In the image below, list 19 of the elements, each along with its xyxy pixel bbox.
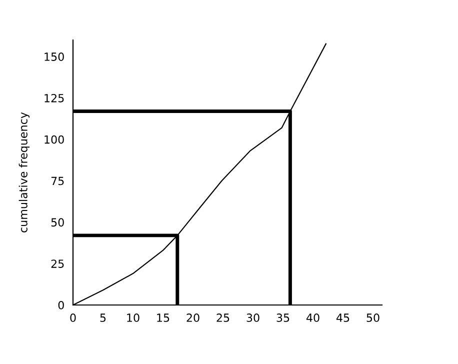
x-tick-label: 40 [306, 314, 320, 322]
x-tick-label: 35 [276, 314, 290, 322]
y-tick-label: 75 [51, 176, 64, 186]
y-tick-label: 50 [51, 218, 64, 227]
y-tick-label: 150 [44, 52, 64, 61]
x-tick-label: 5 [100, 314, 106, 322]
y-tick-label: 25 [51, 260, 64, 268]
x-tick-label: 0 [70, 314, 76, 322]
y-tick-label: 100 [44, 135, 64, 144]
x-tick-label: 20 [186, 314, 200, 322]
x-tick-label: 15 [157, 314, 170, 322]
y-axis-title: cumulative frequency [18, 112, 30, 232]
x-tick-label: 45 [336, 314, 350, 322]
x-tick-label: 50 [366, 314, 380, 322]
x-tick-label: 10 [127, 314, 140, 322]
x-tick-label: 25 [216, 314, 230, 322]
x-tick-label: 30 [246, 314, 260, 322]
y-tick-label: 125 [44, 94, 64, 102]
y-tick-label: 0 [58, 300, 64, 310]
